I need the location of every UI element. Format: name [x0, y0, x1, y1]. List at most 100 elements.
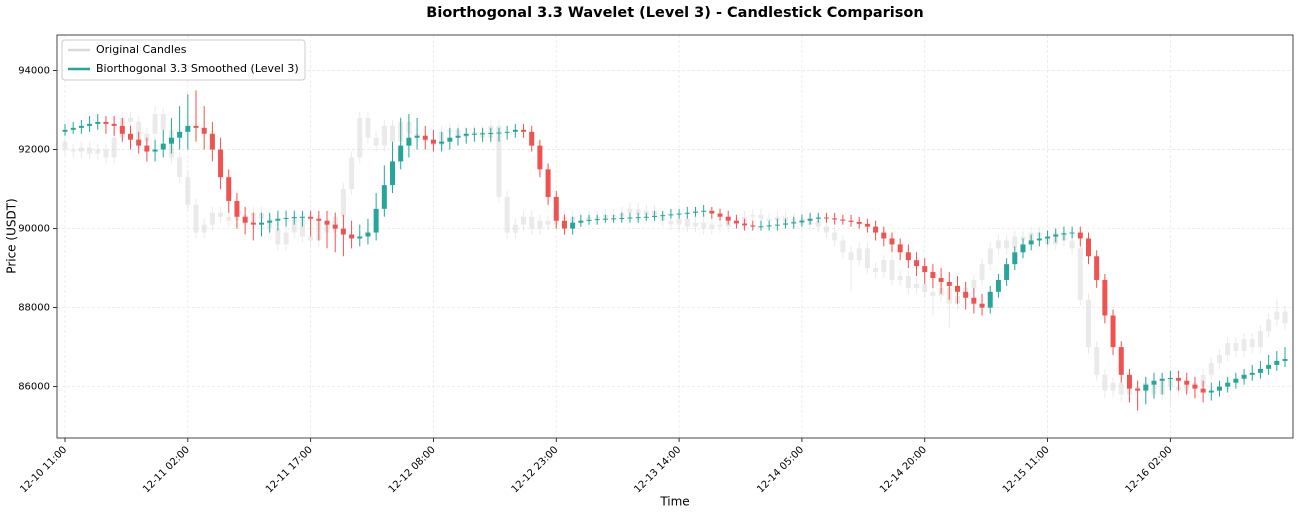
candle-body: [1061, 233, 1067, 235]
candle-body: [111, 137, 117, 158]
candle-body: [1004, 240, 1010, 249]
candle-body: [398, 145, 404, 162]
candle-body: [1069, 240, 1075, 249]
candle-body: [987, 248, 993, 265]
candle-body: [537, 220, 543, 229]
candle-body: [692, 222, 698, 227]
candle-body: [103, 121, 109, 124]
candle-body: [594, 219, 600, 221]
candle-body: [1045, 236, 1051, 239]
candle-body: [1077, 248, 1083, 300]
candle-body: [136, 139, 142, 146]
candle-body: [1241, 339, 1247, 352]
candle-body: [275, 218, 281, 221]
candle-body: [1249, 372, 1255, 375]
candle-body: [1012, 236, 1018, 249]
x-tick-label: 12-14 20:00: [878, 444, 929, 495]
candle-body: [1028, 240, 1034, 245]
candle-body: [496, 125, 502, 197]
candle-body: [62, 141, 68, 150]
candle-body: [758, 226, 764, 228]
candle-body: [1192, 384, 1198, 389]
candle-body: [971, 279, 977, 288]
candle-body: [1274, 311, 1280, 320]
candle-body: [602, 218, 608, 220]
candle-body: [373, 208, 379, 233]
candle-body: [504, 196, 510, 233]
candle-body: [201, 224, 207, 233]
candle-body: [439, 141, 445, 144]
candle-body: [1274, 360, 1280, 365]
candle-body: [316, 218, 322, 221]
candle-body: [390, 161, 396, 186]
candle-body: [627, 217, 633, 219]
candle-body: [152, 114, 158, 134]
candle-body: [349, 157, 355, 190]
x-axis-label: Time: [659, 495, 689, 509]
candle-body: [799, 220, 805, 223]
y-tick-label: 86000: [18, 382, 50, 393]
candle-body: [1110, 382, 1116, 391]
candle-body: [1085, 238, 1091, 257]
candle-body: [922, 266, 928, 273]
candle-body: [1094, 347, 1100, 375]
x-tick-label: 12-13 14:00: [632, 444, 683, 495]
candle-body: [717, 213, 723, 217]
candle-body: [1143, 384, 1149, 391]
candle-body: [78, 147, 84, 152]
candle-body: [357, 236, 363, 239]
candle-body: [193, 125, 199, 128]
candle-body: [905, 252, 911, 261]
y-tick-label: 88000: [18, 303, 50, 314]
candle-body: [87, 123, 93, 126]
candle-body: [1225, 343, 1231, 356]
candle-body: [561, 220, 567, 229]
candle-body: [95, 121, 101, 124]
candle-body: [430, 139, 436, 144]
candle-body: [938, 277, 944, 282]
candle-body: [168, 137, 174, 144]
candle-body: [529, 216, 535, 229]
candle-body: [267, 220, 273, 223]
candle-body: [881, 232, 887, 239]
x-tick-label: 12-12 08:00: [387, 444, 438, 495]
candle-body: [987, 291, 993, 308]
candle-body: [70, 149, 76, 152]
candle-body: [1036, 238, 1042, 241]
candle-body: [766, 225, 772, 227]
candle-body: [275, 228, 281, 245]
candle-body: [832, 218, 838, 220]
candle-body: [1102, 374, 1108, 391]
candle-body: [946, 281, 952, 286]
candle-body: [1077, 232, 1083, 239]
candle-body: [512, 224, 518, 233]
candle-body: [930, 272, 936, 278]
candle-body: [881, 260, 887, 273]
candle-body: [308, 236, 314, 241]
candle-body: [111, 123, 117, 126]
candle-body: [668, 220, 674, 225]
candle-body: [676, 213, 682, 215]
candle-body: [324, 220, 330, 225]
candle-body: [823, 226, 829, 233]
candle-body: [922, 283, 928, 292]
candle-body: [119, 125, 125, 134]
candle-body: [1085, 299, 1091, 348]
candle-body: [308, 216, 314, 219]
candle-body: [766, 218, 772, 221]
candle-body: [578, 220, 584, 223]
candle-body: [783, 223, 789, 225]
y-axis-label: Price (USDT): [5, 198, 19, 273]
candle-body: [676, 218, 682, 225]
candle-body: [1020, 244, 1026, 253]
candle-body: [226, 216, 232, 221]
x-tick-label: 12-11 02:00: [141, 444, 192, 495]
candle-body: [201, 127, 207, 134]
candle-body: [684, 212, 690, 214]
candle-body: [995, 279, 1001, 292]
candle-body: [463, 133, 469, 136]
candle-body: [422, 135, 428, 140]
candle-body: [291, 217, 297, 219]
candle-body: [209, 133, 215, 150]
candle-body: [1053, 234, 1059, 237]
